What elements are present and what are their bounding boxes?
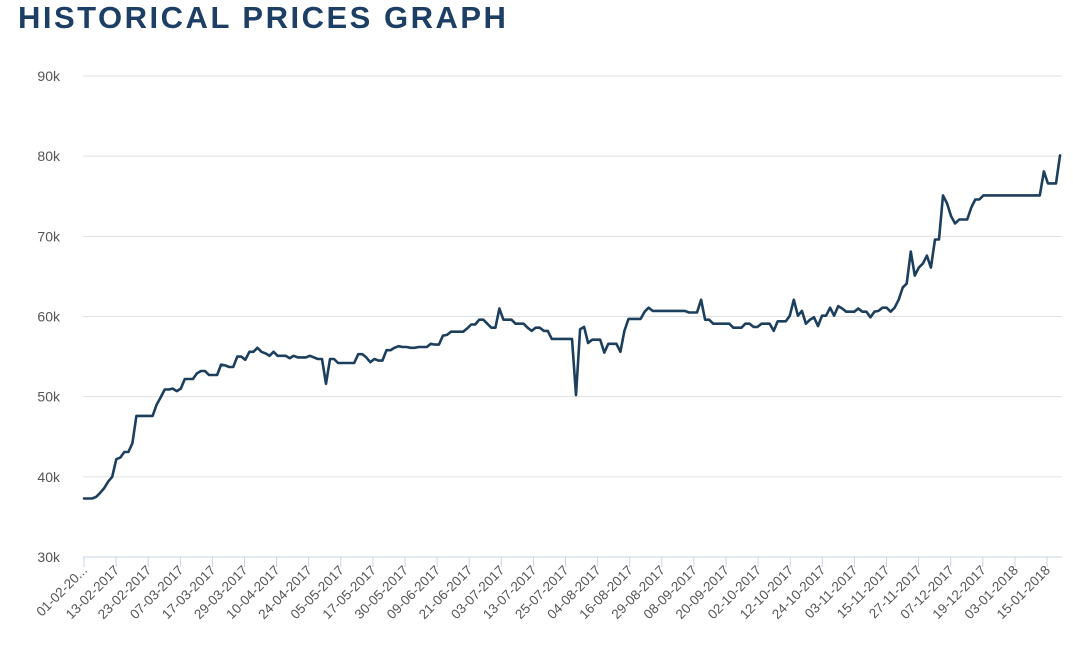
y-tick-label: 60k <box>37 309 61 325</box>
y-tick-label: 50k <box>37 389 61 405</box>
y-tick-label: 80k <box>37 148 61 164</box>
x-axis: 01-02-20...13-02-201723-02-201707-03-201… <box>33 556 1062 622</box>
grid-lines <box>83 75 1062 478</box>
series-group <box>82 154 1062 500</box>
y-axis: 30k 40k 50k 60k 70k 80k 90k <box>37 68 61 565</box>
y-tick-label: 30k <box>37 549 61 565</box>
price-series-line <box>82 154 1062 500</box>
y-tick-label: 90k <box>37 68 61 84</box>
y-tick-label: 70k <box>37 228 61 244</box>
page-title: HISTORICAL PRICES GRAPH <box>18 0 509 35</box>
y-tick-label: 40k <box>37 469 61 485</box>
